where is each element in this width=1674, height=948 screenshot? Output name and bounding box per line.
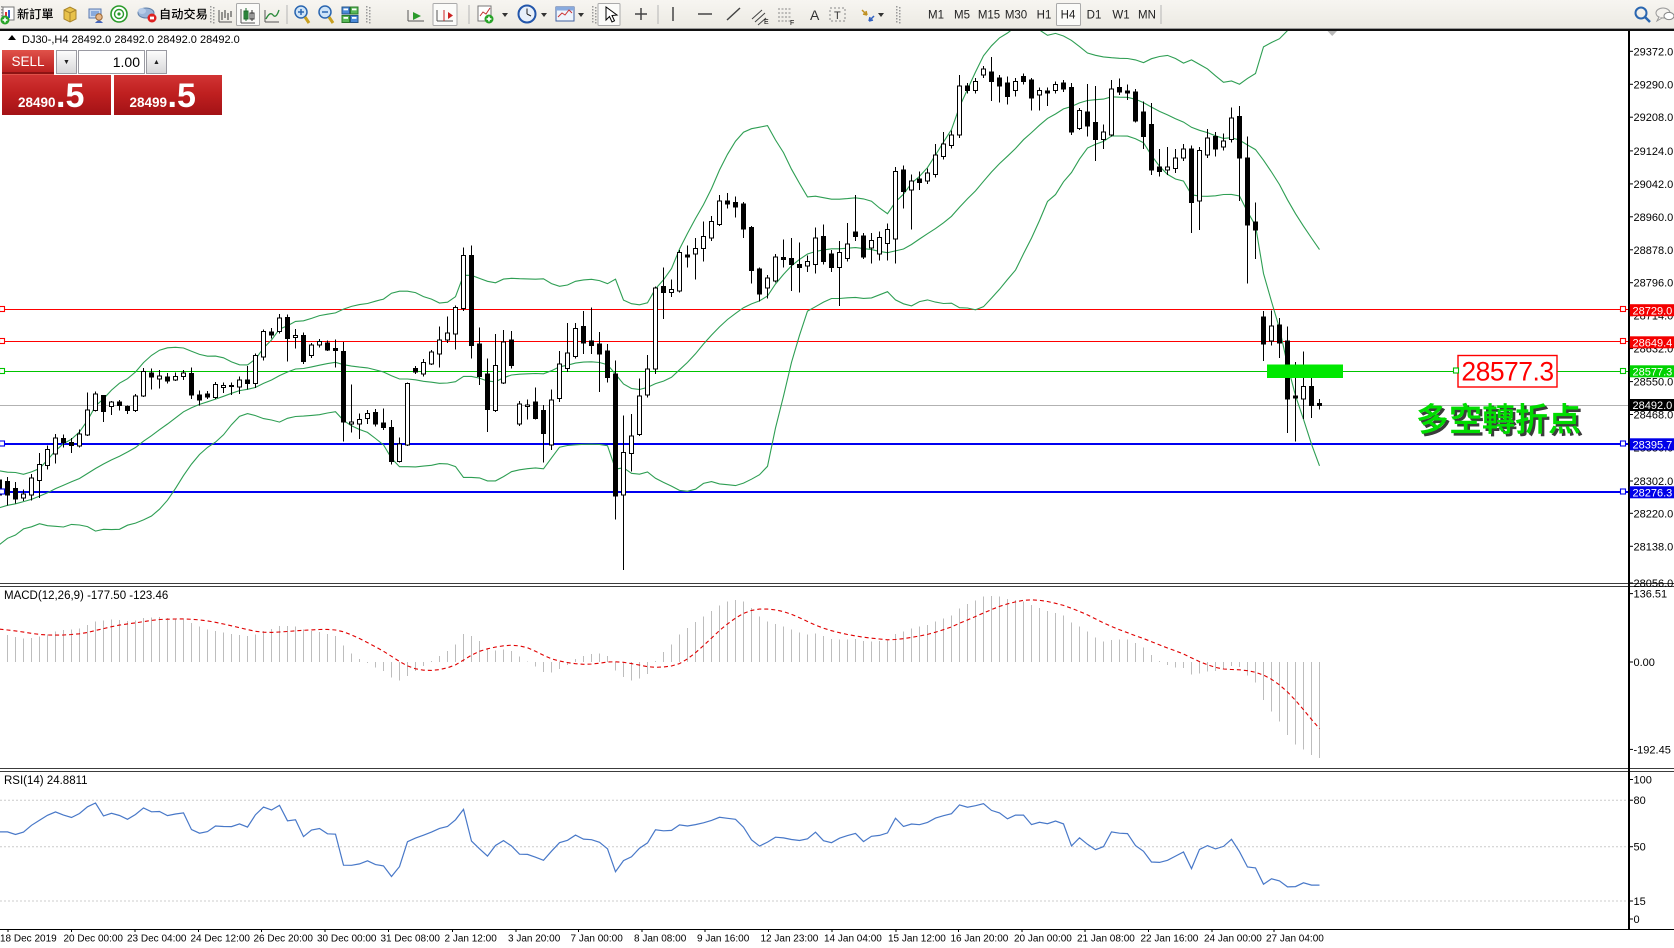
svg-text:29042.0: 29042.0 [1634,179,1674,191]
svg-text:22 Jan 16:00: 22 Jan 16:00 [1141,934,1199,945]
svg-text:28577.3: 28577.3 [1461,357,1553,387]
svg-text:136.51: 136.51 [1634,589,1668,601]
svg-text:28649.4: 28649.4 [1633,338,1673,350]
svg-text:16 Jan 20:00: 16 Jan 20:00 [951,934,1009,945]
svg-text:12 Jan 23:00: 12 Jan 23:00 [761,934,819,945]
svg-text:E: E [764,19,769,26]
svg-text:24 Jan 00:00: 24 Jan 00:00 [1204,934,1262,945]
svg-text:29372.0: 29372.0 [1634,46,1674,58]
svg-text:28492.0: 28492.0 [1633,400,1673,412]
svg-text:T: T [834,10,841,22]
svg-text:28302.0: 28302.0 [1634,476,1674,488]
svg-text:23 Dec 04:00: 23 Dec 04:00 [127,934,187,945]
svg-text:MACD(12,26,9) -177.50 -123.46: MACD(12,26,9) -177.50 -123.46 [4,590,168,602]
svg-text:28577.3: 28577.3 [1633,367,1673,379]
svg-text:28878.0: 28878.0 [1634,245,1674,257]
svg-text:31 Dec 08:00: 31 Dec 08:00 [381,934,441,945]
svg-text:M1: M1 [928,10,944,22]
svg-text:A: A [810,7,820,23]
svg-text:29208.0: 29208.0 [1634,112,1674,124]
svg-text:30 Dec 00:00: 30 Dec 00:00 [317,934,377,945]
svg-text:28796.0: 28796.0 [1634,278,1674,290]
svg-text:29290.0: 29290.0 [1634,79,1674,91]
svg-text:28729.0: 28729.0 [1633,305,1673,317]
svg-text:H1: H1 [1037,10,1052,22]
svg-text:21 Jan 08:00: 21 Jan 08:00 [1077,934,1135,945]
svg-text:80: 80 [1634,795,1646,807]
svg-text:24 Dec 12:00: 24 Dec 12:00 [191,934,251,945]
svg-text:28468.0: 28468.0 [1634,410,1674,422]
svg-text:M30: M30 [1005,10,1027,22]
svg-text:27 Jan 04:00: 27 Jan 04:00 [1266,934,1324,945]
svg-text:28056.0: 28056.0 [1634,578,1674,590]
svg-text:28960.0: 28960.0 [1634,212,1674,224]
svg-text:8 Jan 08:00: 8 Jan 08:00 [634,934,687,945]
svg-text:28276.3: 28276.3 [1633,488,1673,500]
svg-text:18 Dec 2019: 18 Dec 2019 [0,934,57,945]
svg-text:DJ30-,H4 28492.0 28492.0 2849: DJ30-,H4 28492.0 28492.0 28492.0 28492.0 [22,34,240,46]
svg-text:H4: H4 [1061,10,1076,22]
svg-text:D1: D1 [1087,10,1102,22]
svg-text:28220.0: 28220.0 [1634,508,1674,520]
svg-text:M15: M15 [978,10,1000,22]
svg-text:100: 100 [1634,775,1652,787]
svg-text:M5: M5 [954,10,970,22]
svg-text:9 Jan 16:00: 9 Jan 16:00 [697,934,750,945]
svg-text:3 Jan 20:00: 3 Jan 20:00 [508,934,561,945]
svg-text:7 Jan 00:00: 7 Jan 00:00 [571,934,624,945]
svg-text:0: 0 [1634,914,1640,926]
svg-text:RSI(14) 24.8811: RSI(14) 24.8811 [4,775,88,787]
svg-text:2 Jan 12:00: 2 Jan 12:00 [445,934,498,945]
svg-text:14 Jan 04:00: 14 Jan 04:00 [824,934,882,945]
svg-text:20 Dec 00:00: 20 Dec 00:00 [64,934,124,945]
svg-text:29124.0: 29124.0 [1634,146,1674,158]
svg-text:20 Jan 00:00: 20 Jan 00:00 [1014,934,1072,945]
svg-text:15 Jan 12:00: 15 Jan 12:00 [888,934,946,945]
svg-text:-192.45: -192.45 [1634,744,1671,756]
svg-text:28395.7: 28395.7 [1633,440,1673,452]
svg-text:15: 15 [1634,896,1646,908]
svg-text:F: F [790,20,794,27]
svg-text:0.00: 0.00 [1634,657,1655,669]
svg-text:28550.0: 28550.0 [1634,377,1674,389]
svg-text:W1: W1 [1112,10,1129,22]
svg-text:28138.0: 28138.0 [1634,541,1674,553]
svg-text:26 Dec 20:00: 26 Dec 20:00 [254,934,314,945]
svg-text:50: 50 [1634,842,1646,854]
svg-text:MN: MN [1138,10,1156,22]
